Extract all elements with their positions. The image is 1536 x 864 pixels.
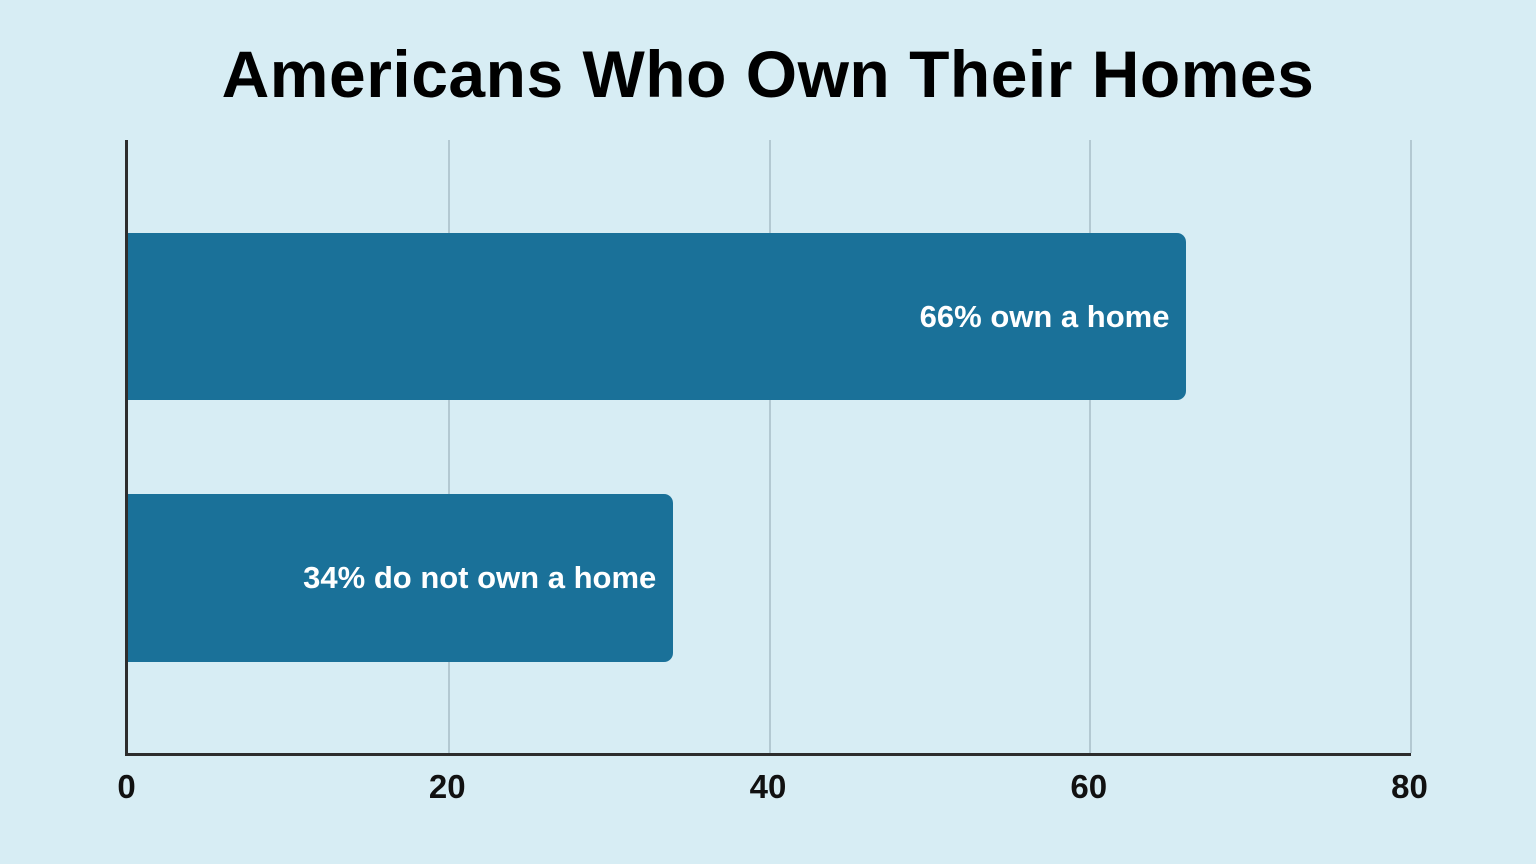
x-tick-label-80: 80 [1391,768,1428,805]
x-tick-label-20: 20 [428,768,466,805]
x-tick-label-40: 40 [749,768,787,805]
bar-do-not-own-a-home: 34% do not own a home [128,494,674,662]
bar-own-a-home: 66% own a home [128,233,1187,400]
gridline-x-60 [1089,140,1092,753]
gridline-x-40 [768,140,771,753]
plot-area: 66% own a home 34% do not own a home [125,140,1412,756]
bar-label: 66% own a home [919,298,1170,334]
x-tick-label-60: 60 [1070,768,1108,805]
bar-label: 34% do not own a home [303,560,657,595]
gridline-x-20 [447,140,450,753]
x-tick-label-0: 0 [117,768,136,805]
chart-title: Americans Who Own Their Homes [221,37,1315,111]
gridline-x-80 [1410,140,1412,753]
